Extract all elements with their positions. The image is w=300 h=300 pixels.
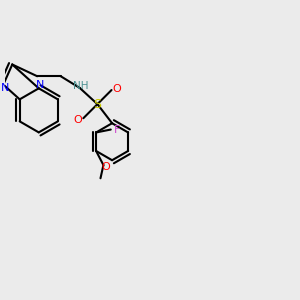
Text: O: O — [101, 161, 110, 172]
Text: NH: NH — [73, 81, 88, 91]
Text: O: O — [112, 84, 121, 94]
Text: N: N — [1, 82, 9, 93]
Text: S: S — [93, 98, 101, 111]
Text: O: O — [74, 115, 82, 125]
Text: N: N — [36, 80, 44, 90]
Text: F: F — [113, 124, 120, 134]
